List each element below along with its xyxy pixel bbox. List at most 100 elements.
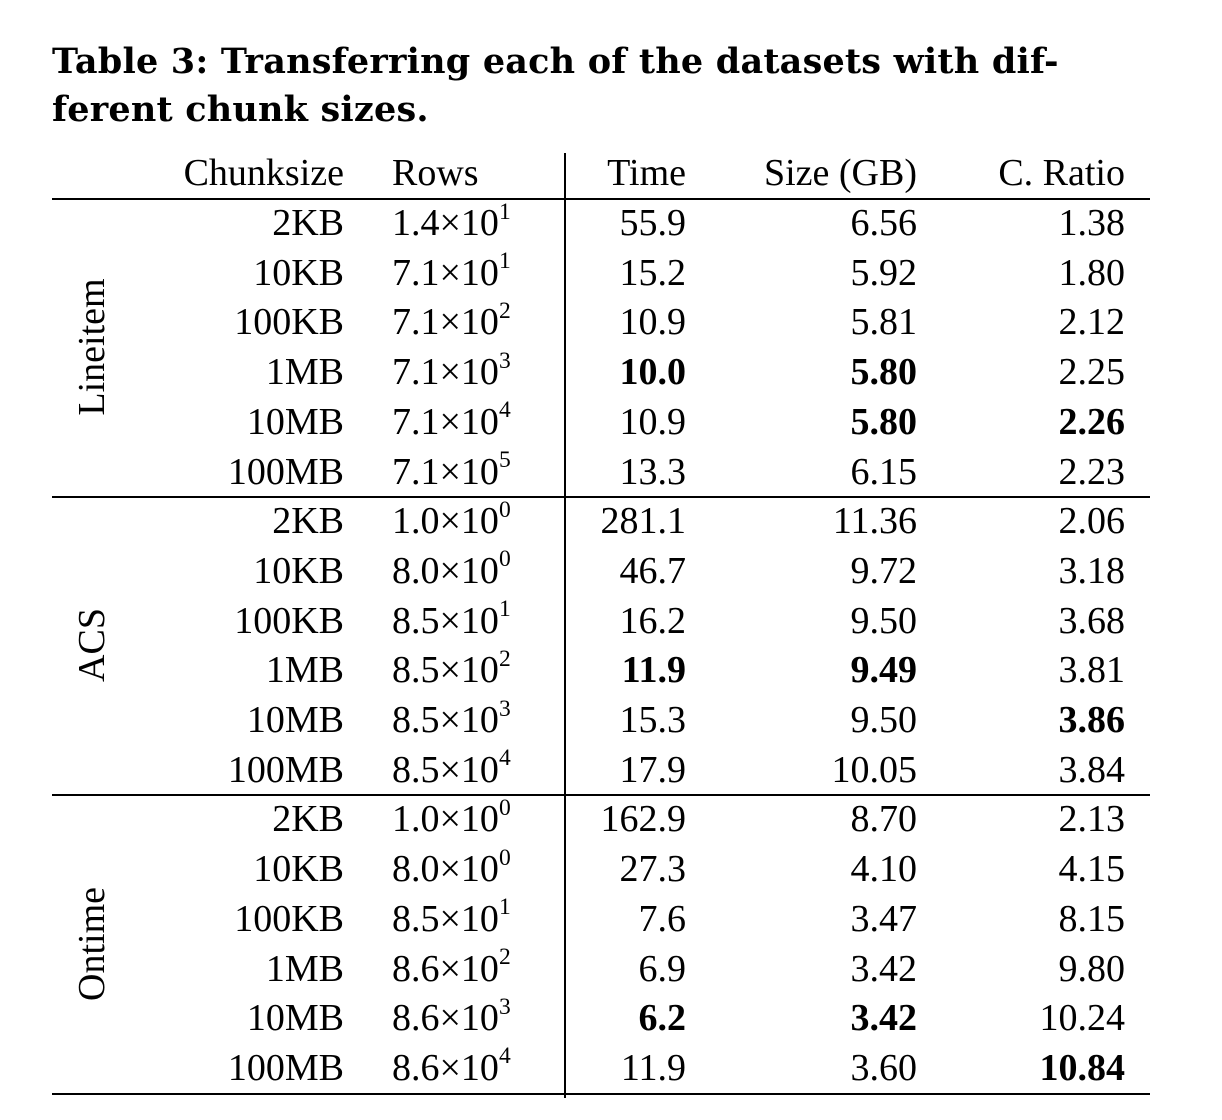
chunksize-cell: 100KB bbox=[234, 897, 344, 940]
rows-exponent: 3 bbox=[498, 993, 511, 1020]
size-cell: 3.42 bbox=[850, 947, 918, 990]
ratio-cell: 2.13 bbox=[1058, 798, 1126, 841]
ratio-cell: 2.25 bbox=[1058, 351, 1126, 394]
rows-exponent: 2 bbox=[498, 944, 511, 971]
ratio-cell: 3.86 bbox=[1058, 699, 1126, 741]
size-cell: 3.42 bbox=[850, 997, 918, 1040]
column-divider bbox=[564, 153, 566, 1098]
rows-cell: 8.6×103 bbox=[392, 993, 511, 1043]
size-cell: 9.50 bbox=[850, 599, 918, 642]
ratio-cell: 10.84 bbox=[1039, 1046, 1126, 1089]
rows-mantissa: 8.6×10 bbox=[392, 947, 499, 990]
ratio-cell: 2.06 bbox=[1058, 500, 1126, 543]
chunksize-cell: 100MB bbox=[227, 1046, 344, 1089]
ratio-cell: 3.68 bbox=[1058, 599, 1126, 642]
chunksize-cell: 100KB bbox=[234, 599, 344, 642]
rows-exponent: 0 bbox=[498, 794, 511, 821]
time-cell: 281.1 bbox=[600, 500, 687, 543]
group-rule bbox=[52, 794, 1150, 797]
ratio-cell: 8.15 bbox=[1058, 897, 1126, 940]
bottom-rule bbox=[52, 1092, 1150, 1095]
rows-cell: 7.1×103 bbox=[392, 347, 511, 397]
header-ratio: C. Ratio bbox=[998, 152, 1125, 194]
chunksize-cell: 10KB bbox=[253, 549, 344, 592]
chunksize-cell: 10KB bbox=[253, 848, 344, 891]
rows-mantissa: 8.5×10 bbox=[392, 748, 499, 791]
rows-exponent: 4 bbox=[498, 1043, 511, 1070]
size-cell: 5.80 bbox=[850, 400, 918, 443]
size-cell: 5.80 bbox=[850, 351, 918, 394]
time-cell: 15.3 bbox=[619, 699, 687, 741]
chunksize-cell: 10MB bbox=[246, 699, 344, 741]
ratio-cell: 3.81 bbox=[1058, 649, 1126, 692]
chunksize-cell: 2KB bbox=[272, 202, 344, 244]
ratio-cell: 2.26 bbox=[1058, 400, 1126, 443]
header-size: Size (GB) bbox=[763, 152, 917, 194]
header-rows: Rows bbox=[392, 152, 479, 194]
chunksize-cell: 2KB bbox=[272, 500, 344, 543]
size-cell: 6.15 bbox=[850, 450, 918, 493]
rows-mantissa: 7.1×10 bbox=[392, 400, 499, 443]
group-label-text: Ontime bbox=[71, 886, 113, 1001]
chunksize-cell: 10MB bbox=[246, 400, 344, 443]
rows-cell: 8.5×102 bbox=[392, 645, 511, 695]
rows-cell: 8.6×102 bbox=[392, 944, 511, 994]
rows-exponent: 1 bbox=[498, 198, 511, 225]
rows-mantissa: 1.0×10 bbox=[392, 798, 499, 841]
size-cell: 5.81 bbox=[850, 301, 918, 344]
rows-mantissa: 8.6×10 bbox=[392, 997, 499, 1040]
group-label-text: Lineitem bbox=[71, 278, 113, 416]
rows-mantissa: 7.1×10 bbox=[392, 301, 499, 344]
time-cell: 10.9 bbox=[619, 301, 687, 344]
ratio-cell: 3.18 bbox=[1058, 549, 1126, 592]
rows-cell: 8.5×103 bbox=[392, 695, 511, 745]
rows-cell: 1.4×101 bbox=[392, 198, 511, 248]
size-cell: 3.60 bbox=[850, 1046, 918, 1089]
rows-exponent: 0 bbox=[498, 844, 511, 871]
ratio-cell: 3.84 bbox=[1058, 748, 1126, 791]
rows-cell: 8.6×104 bbox=[392, 1043, 511, 1093]
header-time: Time bbox=[607, 152, 686, 194]
rows-exponent: 2 bbox=[498, 297, 511, 324]
time-cell: 17.9 bbox=[619, 748, 687, 791]
ratio-cell: 2.12 bbox=[1058, 301, 1126, 344]
time-cell: 162.9 bbox=[600, 798, 687, 841]
rows-cell: 8.5×101 bbox=[392, 894, 511, 944]
chunksize-cell: 1MB bbox=[265, 351, 344, 394]
rows-mantissa: 8.0×10 bbox=[392, 848, 499, 891]
rows-exponent: 3 bbox=[498, 695, 511, 722]
time-cell: 6.9 bbox=[638, 947, 687, 990]
rows-mantissa: 8.5×10 bbox=[392, 699, 499, 741]
rows-exponent: 3 bbox=[498, 347, 511, 374]
chunksize-cell: 10KB bbox=[253, 251, 344, 294]
ratio-cell: 4.15 bbox=[1058, 848, 1126, 891]
group-rule bbox=[52, 496, 1150, 499]
size-cell: 9.72 bbox=[850, 549, 918, 592]
group-label-text: ACS bbox=[71, 608, 113, 683]
rows-mantissa: 8.6×10 bbox=[392, 1046, 499, 1089]
time-cell: 11.9 bbox=[620, 1046, 686, 1089]
chunksize-cell: 1MB bbox=[265, 947, 344, 990]
size-cell: 9.50 bbox=[850, 699, 918, 741]
time-cell: 13.3 bbox=[619, 450, 687, 493]
rows-mantissa: 7.1×10 bbox=[392, 450, 499, 493]
rows-mantissa: 8.5×10 bbox=[392, 649, 499, 692]
time-cell: 15.2 bbox=[619, 251, 687, 294]
time-cell: 7.6 bbox=[638, 897, 687, 940]
rows-mantissa: 8.5×10 bbox=[392, 599, 499, 642]
time-cell: 16.2 bbox=[619, 599, 687, 642]
chunksize-cell: 100MB bbox=[227, 450, 344, 493]
size-cell: 4.10 bbox=[850, 848, 918, 891]
chunksize-cell: 10MB bbox=[246, 997, 344, 1040]
rows-exponent: 2 bbox=[498, 645, 511, 672]
rows-cell: 8.0×100 bbox=[392, 546, 511, 596]
ratio-cell: 1.80 bbox=[1058, 251, 1126, 294]
time-cell: 10.9 bbox=[619, 400, 687, 443]
rows-exponent: 1 bbox=[498, 894, 511, 921]
rows-cell: 7.1×105 bbox=[392, 447, 511, 497]
rows-exponent: 4 bbox=[498, 397, 511, 424]
size-cell: 10.05 bbox=[831, 748, 918, 791]
rows-cell: 7.1×102 bbox=[392, 297, 511, 347]
rows-exponent: 0 bbox=[498, 546, 511, 573]
rows-cell: 7.1×104 bbox=[392, 397, 511, 447]
